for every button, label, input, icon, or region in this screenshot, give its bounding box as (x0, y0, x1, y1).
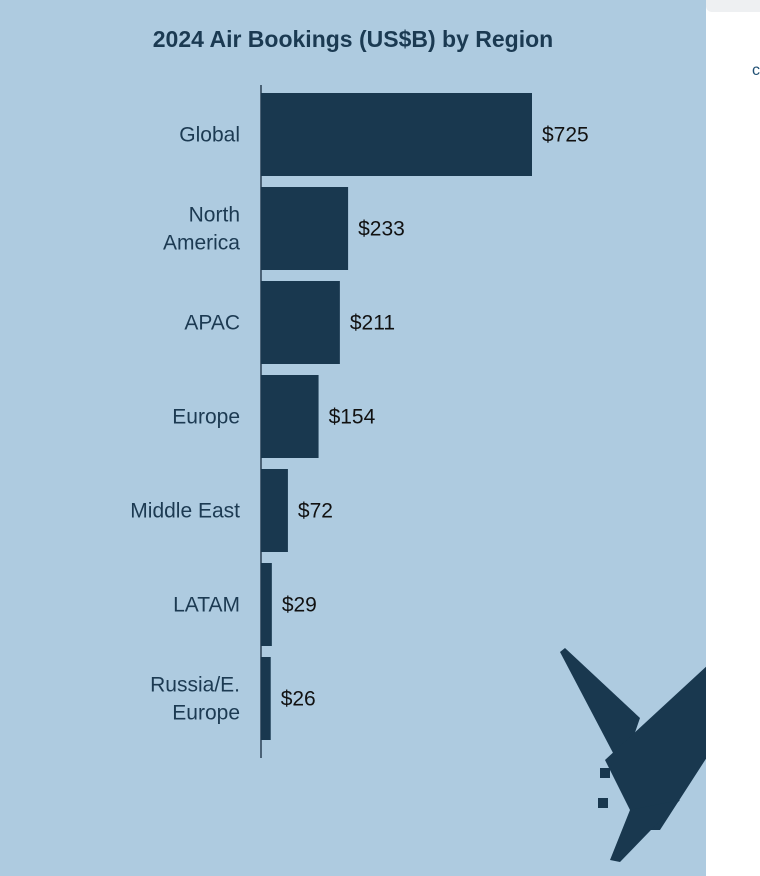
category-label-6: Russia/E. Europe (150, 674, 240, 725)
category-label-line: Europe (172, 406, 240, 429)
category-label-4: Middle East (130, 500, 240, 523)
bar-3 (261, 375, 319, 458)
category-label-line: APAC (184, 312, 240, 335)
bar-value-label-4: $72 (298, 500, 333, 523)
right-panel-tab (706, 0, 760, 12)
category-label-1: North America (163, 204, 240, 255)
category-label-line: Russia/E. (150, 674, 240, 697)
bar-value-label-0: $725 (542, 124, 589, 147)
category-label-line: North (189, 204, 240, 227)
airplane-icon (560, 648, 706, 862)
bar-value-label-3: $154 (329, 406, 376, 429)
category-label-line: LATAM (173, 594, 240, 617)
category-label-3: Europe (172, 406, 240, 429)
category-label-2: APAC (184, 312, 240, 335)
chart-title: 2024 Air Bookings (US$B) by Region (152, 26, 554, 52)
bar-1 (261, 187, 349, 270)
category-label-line: America (163, 232, 240, 255)
category-label-line: Europe (172, 702, 240, 725)
category-label-0: Global (179, 124, 240, 147)
bar-5 (261, 563, 272, 646)
bar-chart: $725 Global $233 North America $211 APAC $154 Eu… (130, 85, 589, 758)
bar-value-label-1: $233 (358, 218, 405, 241)
category-label-line: Middle East (130, 500, 240, 523)
bar-value-label-2: $211 (350, 312, 395, 335)
right-panel: c (706, 0, 760, 876)
bar-2 (261, 281, 340, 364)
right-edge-glyph: c (752, 62, 760, 79)
bar-value-label-5: $29 (282, 594, 317, 617)
bar-value-label-6: $26 (281, 688, 316, 711)
bar-6 (261, 657, 271, 740)
bar-0 (261, 93, 532, 176)
category-label-line: Global (179, 124, 240, 147)
bar-4 (261, 469, 288, 552)
chart-panel: 2024 Air Bookings (US$B) by Region $725 G… (0, 0, 706, 876)
category-label-5: LATAM (173, 594, 240, 617)
